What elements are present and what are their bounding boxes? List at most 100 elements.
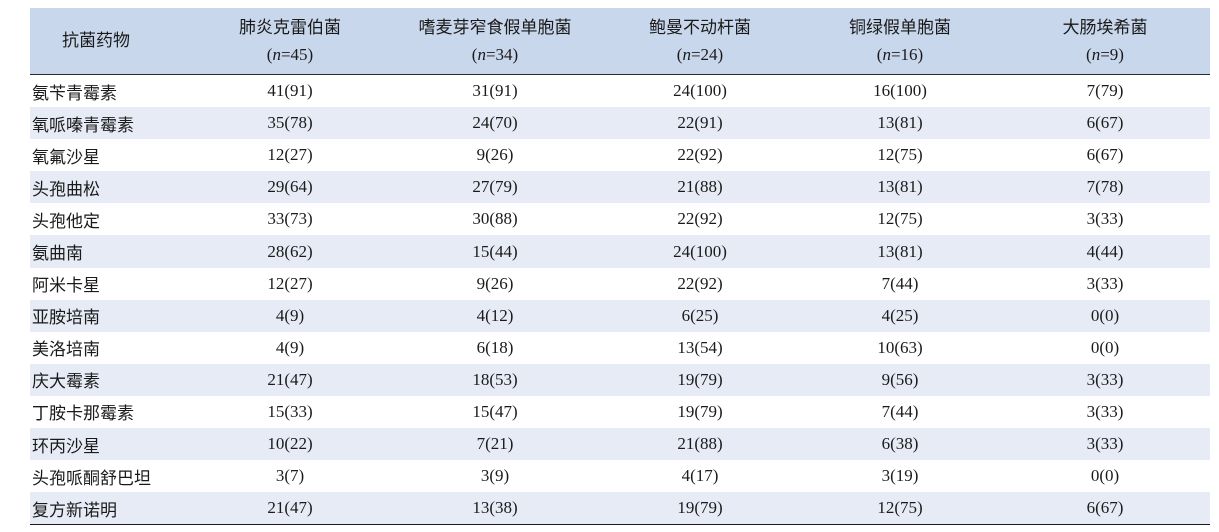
value-cell: 9(26) bbox=[476, 273, 514, 293]
drug-name-cell: 头孢曲松 bbox=[32, 179, 100, 200]
value-cell: 4(9) bbox=[275, 305, 305, 325]
table-row: 头孢曲松 29(64) 27(79) 21(88) 13(81) 7(78) bbox=[30, 171, 1210, 204]
value-cell: 21(88) bbox=[677, 434, 723, 454]
value-cell: 22(92) bbox=[677, 273, 723, 293]
drug-name-cell: 氨苄青霉素 bbox=[32, 83, 117, 104]
value-cell: 0(0) bbox=[1090, 305, 1120, 325]
value-cell: 0(0) bbox=[1090, 337, 1120, 357]
table-row: 复方新诺明 21(47) 13(38) 19(79) 12(75) 6(67) bbox=[30, 492, 1210, 526]
value-cell: 24(100) bbox=[673, 241, 727, 261]
value-cell: 6(38) bbox=[881, 434, 919, 454]
resistance-table: 抗菌药物 肺炎克雷伯菌 (n=45) 嗜麦芽窄食假单胞菌 (n=34) 鲍曼不动… bbox=[30, 8, 1210, 526]
column-name: 鲍曼不动杆菌 bbox=[649, 18, 751, 37]
value-cell: 4(9) bbox=[275, 337, 305, 357]
header-column: 肺炎克雷伯菌 (n=45) bbox=[190, 8, 390, 75]
value-cell: 22(92) bbox=[677, 145, 723, 165]
value-cell: 13(81) bbox=[877, 113, 923, 133]
drug-name-cell: 环丙沙星 bbox=[32, 436, 100, 457]
value-cell: 24(70) bbox=[472, 113, 518, 133]
value-cell: 30(88) bbox=[472, 209, 518, 229]
value-cell: 7(21) bbox=[476, 434, 514, 454]
value-cell: 3(7) bbox=[275, 466, 305, 486]
drug-name-cell: 美洛培南 bbox=[32, 340, 100, 361]
table-row: 丁胺卡那霉素 15(33) 15(47) 19(79) 7(44) 3(33) bbox=[30, 396, 1210, 428]
drug-name-cell: 阿米卡星 bbox=[32, 276, 100, 297]
value-cell: 13(81) bbox=[877, 177, 923, 197]
value-cell: 6(67) bbox=[1086, 145, 1124, 165]
table-row: 亚胺培南 4(9) 4(12) 6(25) 4(25) 0(0) bbox=[30, 299, 1210, 332]
column-n: (n=45) bbox=[266, 45, 314, 64]
header-column: 嗜麦芽窄食假单胞菌 (n=34) bbox=[390, 8, 600, 75]
value-cell: 15(44) bbox=[472, 241, 518, 261]
value-cell: 15(33) bbox=[267, 401, 313, 421]
table-row: 庆大霉素 21(47) 18(53) 19(79) 9(56) 3(33) bbox=[30, 363, 1210, 396]
drug-name-cell: 庆大霉素 bbox=[32, 372, 100, 393]
value-cell: 3(9) bbox=[480, 466, 510, 486]
value-cell: 21(47) bbox=[267, 369, 313, 389]
table-body: 氨苄青霉素 41(91) 31(91) 24(100) 16(100) 7(79) 氧哌嗪青… bbox=[30, 75, 1210, 526]
value-cell: 3(33) bbox=[1086, 434, 1124, 454]
value-cell: 22(91) bbox=[677, 113, 723, 133]
value-cell: 12(75) bbox=[800, 492, 1000, 526]
value-cell: 29(64) bbox=[267, 177, 313, 197]
header-column: 大肠埃希菌 (n=9) bbox=[1000, 8, 1210, 75]
column-name: 铜绿假单胞菌 bbox=[849, 18, 951, 37]
value-cell: 7(78) bbox=[1086, 177, 1124, 197]
value-cell: 27(79) bbox=[472, 177, 518, 197]
drug-name-cell: 氨曲南 bbox=[32, 244, 83, 265]
drug-name-cell: 复方新诺明 bbox=[30, 492, 190, 526]
value-cell: 7(44) bbox=[881, 401, 919, 421]
value-cell: 41(91) bbox=[267, 81, 313, 101]
value-cell: 3(33) bbox=[1086, 401, 1124, 421]
header-row: 抗菌药物 肺炎克雷伯菌 (n=45) 嗜麦芽窄食假单胞菌 (n=34) 鲍曼不动… bbox=[30, 8, 1210, 75]
value-cell: 19(79) bbox=[600, 492, 800, 526]
value-cell: 4(12) bbox=[476, 305, 514, 325]
drug-name-cell: 头孢他定 bbox=[32, 211, 100, 232]
value-cell: 3(33) bbox=[1086, 273, 1124, 293]
value-cell: 33(73) bbox=[267, 209, 313, 229]
column-n: (n=16) bbox=[876, 45, 924, 64]
value-cell: 9(56) bbox=[881, 369, 919, 389]
value-cell: 4(44) bbox=[1086, 241, 1124, 261]
value-cell: 35(78) bbox=[267, 113, 313, 133]
header-column: 铜绿假单胞菌 (n=16) bbox=[800, 8, 1000, 75]
value-cell: 15(47) bbox=[472, 401, 518, 421]
value-cell: 19(79) bbox=[677, 369, 723, 389]
value-cell: 10(22) bbox=[267, 434, 313, 454]
value-cell: 28(62) bbox=[267, 241, 313, 261]
value-cell: 12(27) bbox=[267, 273, 313, 293]
value-cell: 21(88) bbox=[677, 177, 723, 197]
table-row: 环丙沙星 10(22) 7(21) 21(88) 6(38) 3(33) bbox=[30, 428, 1210, 461]
value-cell: 3(19) bbox=[881, 466, 919, 486]
value-cell: 18(53) bbox=[472, 369, 518, 389]
drug-name-cell: 头孢哌酮舒巴坦 bbox=[32, 468, 151, 489]
value-cell: 12(75) bbox=[877, 209, 923, 229]
value-cell: 7(79) bbox=[1086, 81, 1124, 101]
drug-name-cell: 丁胺卡那霉素 bbox=[32, 404, 134, 425]
table-row: 阿米卡星 12(27) 9(26) 22(92) 7(44) 3(33) bbox=[30, 268, 1210, 300]
column-name: 大肠埃希菌 bbox=[1062, 18, 1148, 37]
drug-name-cell: 亚胺培南 bbox=[32, 308, 100, 329]
column-n: (n=24) bbox=[676, 45, 724, 64]
value-cell: 13(81) bbox=[877, 241, 923, 261]
value-cell: 22(92) bbox=[677, 209, 723, 229]
column-name: 嗜麦芽窄食假单胞菌 bbox=[418, 18, 572, 37]
value-cell: 6(67) bbox=[1086, 113, 1124, 133]
table-row: 氧哌嗪青霉素 35(78) 24(70) 22(91) 13(81) 6(67) bbox=[30, 107, 1210, 140]
value-cell: 10(63) bbox=[877, 337, 923, 357]
value-cell: 9(26) bbox=[476, 145, 514, 165]
value-cell: 6(67) bbox=[1000, 492, 1210, 526]
value-cell: 13(38) bbox=[390, 492, 600, 526]
value-cell: 4(25) bbox=[881, 305, 919, 325]
header-column: 鲍曼不动杆菌 (n=24) bbox=[600, 8, 800, 75]
value-cell: 0(0) bbox=[1090, 466, 1120, 486]
value-cell: 4(17) bbox=[681, 466, 719, 486]
table-row: 氨苄青霉素 41(91) 31(91) 24(100) 16(100) 7(79) bbox=[30, 75, 1210, 108]
value-cell: 13(54) bbox=[677, 337, 723, 357]
value-cell: 3(33) bbox=[1086, 369, 1124, 389]
table-header: 抗菌药物 肺炎克雷伯菌 (n=45) 嗜麦芽窄食假单胞菌 (n=34) 鲍曼不动… bbox=[30, 8, 1210, 75]
value-cell: 21(47) bbox=[190, 492, 390, 526]
value-cell: 12(75) bbox=[877, 145, 923, 165]
column-n: (n=34) bbox=[471, 45, 519, 64]
value-cell: 19(79) bbox=[677, 401, 723, 421]
